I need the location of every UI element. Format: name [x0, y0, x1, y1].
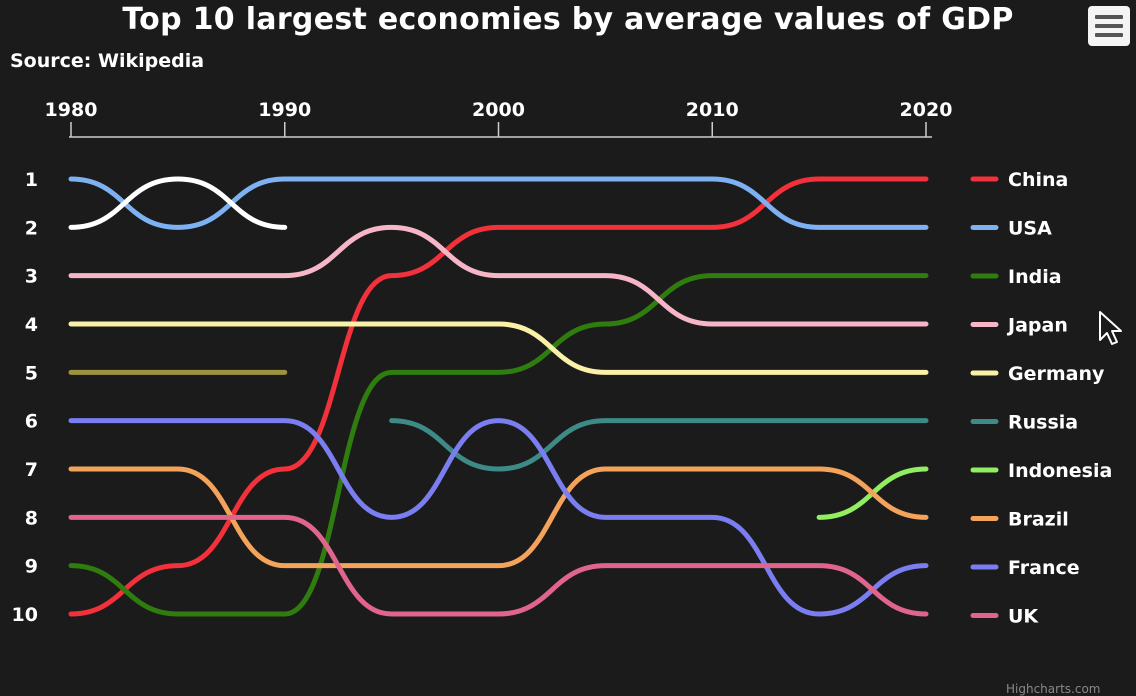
legend-label: France — [1008, 557, 1080, 579]
chart-title: Top 10 largest economies by average valu… — [122, 2, 1014, 37]
legend-item-india[interactable]: India — [970, 266, 1062, 288]
legend-item-brazil[interactable]: Brazil — [970, 509, 1069, 531]
series-line-usa[interactable] — [68, 176, 929, 230]
legend-label: India — [1008, 266, 1062, 288]
x-tick-label: 1990 — [258, 99, 311, 121]
series-line-china[interactable] — [68, 176, 929, 617]
menu-icon-bar — [1095, 15, 1123, 19]
series-line-unlabeled[interactable] — [68, 176, 288, 230]
legend-label: USA — [1008, 218, 1052, 240]
y-axis: 1 2 3 4 5 6 7 8 9 10 — [12, 169, 38, 626]
y-tick-label: 8 — [25, 507, 38, 529]
x-tick-label: 2010 — [686, 99, 739, 121]
y-tick-label: 4 — [25, 314, 38, 336]
legend-label: Brazil — [1008, 509, 1069, 531]
y-tick-label: 2 — [25, 217, 38, 239]
legend-label: Indonesia — [1008, 460, 1112, 482]
series-line-brazil[interactable] — [68, 466, 929, 569]
series-line-uk[interactable] — [68, 514, 929, 617]
legend-item-usa[interactable]: USA — [970, 218, 1052, 240]
mouse-pointer-icon — [1099, 311, 1122, 345]
series-line-japan[interactable] — [68, 224, 929, 327]
legend: China USA India Japan Germany Russia Indonesia… — [970, 169, 1112, 628]
x-axis: 1980 1990 2000 2010 2020 — [45, 99, 953, 138]
y-tick-label: 1 — [25, 169, 38, 191]
legend-label: Russia — [1008, 412, 1078, 434]
menu-icon-bar — [1095, 33, 1123, 37]
legend-item-russia[interactable]: Russia — [970, 412, 1078, 434]
series-layer — [68, 176, 929, 617]
credits[interactable]: Highcharts.com — [1006, 682, 1101, 696]
legend-item-germany[interactable]: Germany — [970, 363, 1105, 385]
legend-label: China — [1008, 169, 1068, 191]
series-line-germany[interactable] — [68, 321, 929, 375]
y-tick-label: 3 — [25, 266, 38, 288]
series-line-india[interactable] — [68, 273, 929, 617]
chart-subtitle: Source: Wikipedia — [10, 50, 205, 72]
x-tick-label: 2020 — [900, 99, 953, 121]
legend-item-uk[interactable]: UK — [970, 606, 1039, 628]
x-tick-label: 2000 — [472, 99, 525, 121]
legend-label: UK — [1008, 606, 1039, 628]
legend-item-china[interactable]: China — [970, 169, 1068, 191]
legend-item-indonesia[interactable]: Indonesia — [970, 460, 1112, 482]
y-tick-label: 10 — [12, 604, 38, 626]
legend-item-japan[interactable]: Japan — [970, 315, 1068, 337]
series-line-russia[interactable] — [389, 418, 929, 472]
menu-icon-bar — [1095, 24, 1123, 28]
legend-label: Germany — [1008, 363, 1105, 385]
legend-label: Japan — [1006, 315, 1068, 337]
y-tick-label: 6 — [25, 411, 38, 433]
legend-item-france[interactable]: France — [970, 557, 1080, 579]
series-line-france[interactable] — [68, 418, 929, 617]
y-tick-label: 7 — [25, 459, 38, 481]
y-tick-label: 9 — [25, 556, 38, 578]
chart-menu-button[interactable] — [1088, 6, 1130, 46]
x-tick-label: 1980 — [45, 99, 98, 121]
y-tick-label: 5 — [25, 362, 38, 384]
